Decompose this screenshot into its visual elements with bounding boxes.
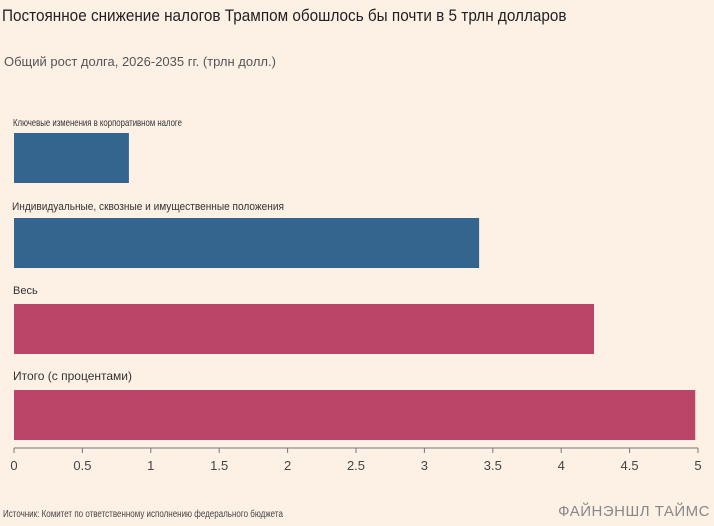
bar-2	[14, 304, 595, 354]
x-tick-label-2: 1	[147, 458, 154, 473]
x-tick-label-8: 4	[558, 458, 565, 473]
x-tick-label-5: 2.5	[347, 458, 365, 473]
x-tick-label-7: 3.5	[484, 458, 502, 473]
bar-chart: Ключевые изменения в корпоративном налог…	[10, 117, 701, 473]
x-tick-label-0: 0	[10, 458, 17, 473]
x-tick-label-4: 2	[284, 458, 291, 473]
chart-subtitle: Общий рост долга, 2026-2035 гг. (трлн до…	[4, 54, 276, 69]
x-tick-label-6: 3	[421, 458, 428, 473]
x-tick-label-10: 5	[694, 458, 701, 473]
x-tick-label-3: 1.5	[210, 458, 228, 473]
chart-title: Постоянное снижение налогов Трампом обош…	[2, 6, 567, 25]
brand-logo: ФАЙНЭНШЛ ТАЙМС	[558, 503, 710, 520]
source-note: Источник: Комитет по ответственному испо…	[3, 509, 283, 520]
x-tick-label-9: 4.5	[621, 458, 639, 473]
bar-0	[14, 133, 129, 183]
bar-3	[14, 390, 696, 440]
x-tick-label-1: 0.5	[73, 458, 91, 473]
bar-label-2: Весь	[13, 285, 38, 297]
bar-label-3: Итого (с процентами)	[13, 369, 132, 383]
bar-label-1: Индивидуальные, сквозные и имущественные…	[12, 201, 284, 213]
bar-1	[14, 218, 480, 268]
bar-label-0: Ключевые изменения в корпоративном налог…	[13, 117, 182, 128]
